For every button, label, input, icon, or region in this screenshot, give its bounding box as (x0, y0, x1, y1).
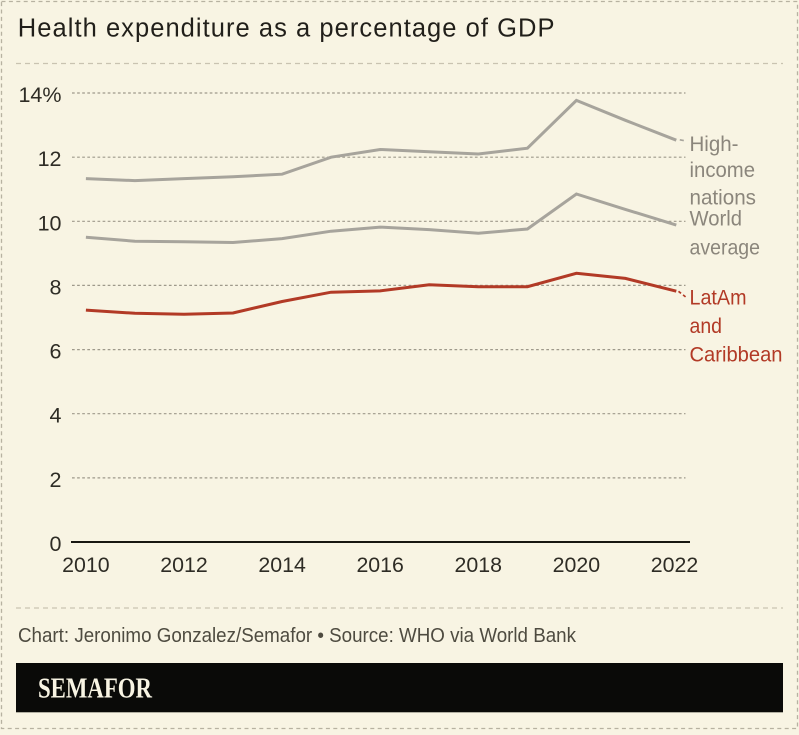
svg-text:LatAm: LatAm (690, 285, 747, 309)
svg-text:2020: 2020 (553, 553, 601, 577)
svg-text:and: and (690, 314, 723, 338)
svg-text:income: income (690, 158, 756, 182)
svg-text:2010: 2010 (62, 553, 110, 577)
svg-text:6: 6 (50, 340, 62, 364)
svg-text:2: 2 (50, 468, 62, 492)
svg-text:12: 12 (38, 147, 62, 171)
svg-text:Caribbean: Caribbean (690, 343, 783, 367)
svg-text:Health expenditure as a percen: Health expenditure as a percentage of GD… (18, 15, 556, 43)
svg-text:2012: 2012 (160, 553, 208, 577)
svg-text:14%: 14% (18, 83, 61, 107)
svg-text:2022: 2022 (651, 553, 699, 577)
svg-text:SEMAFOR: SEMAFOR (38, 674, 152, 705)
svg-text:4: 4 (50, 404, 62, 428)
svg-text:World: World (690, 207, 743, 231)
svg-text:2014: 2014 (258, 553, 306, 577)
svg-text:Chart: Jeronimo Gonzalez/Semaf: Chart: Jeronimo Gonzalez/Semafor • Sourc… (18, 625, 577, 647)
svg-text:nations: nations (690, 185, 757, 209)
svg-text:2018: 2018 (455, 553, 503, 577)
svg-text:average: average (690, 235, 761, 259)
svg-text:10: 10 (38, 211, 62, 235)
svg-text:2016: 2016 (356, 553, 404, 577)
svg-text:0: 0 (50, 532, 62, 556)
svg-text:8: 8 (50, 275, 62, 299)
svg-text:High-: High- (690, 132, 739, 156)
